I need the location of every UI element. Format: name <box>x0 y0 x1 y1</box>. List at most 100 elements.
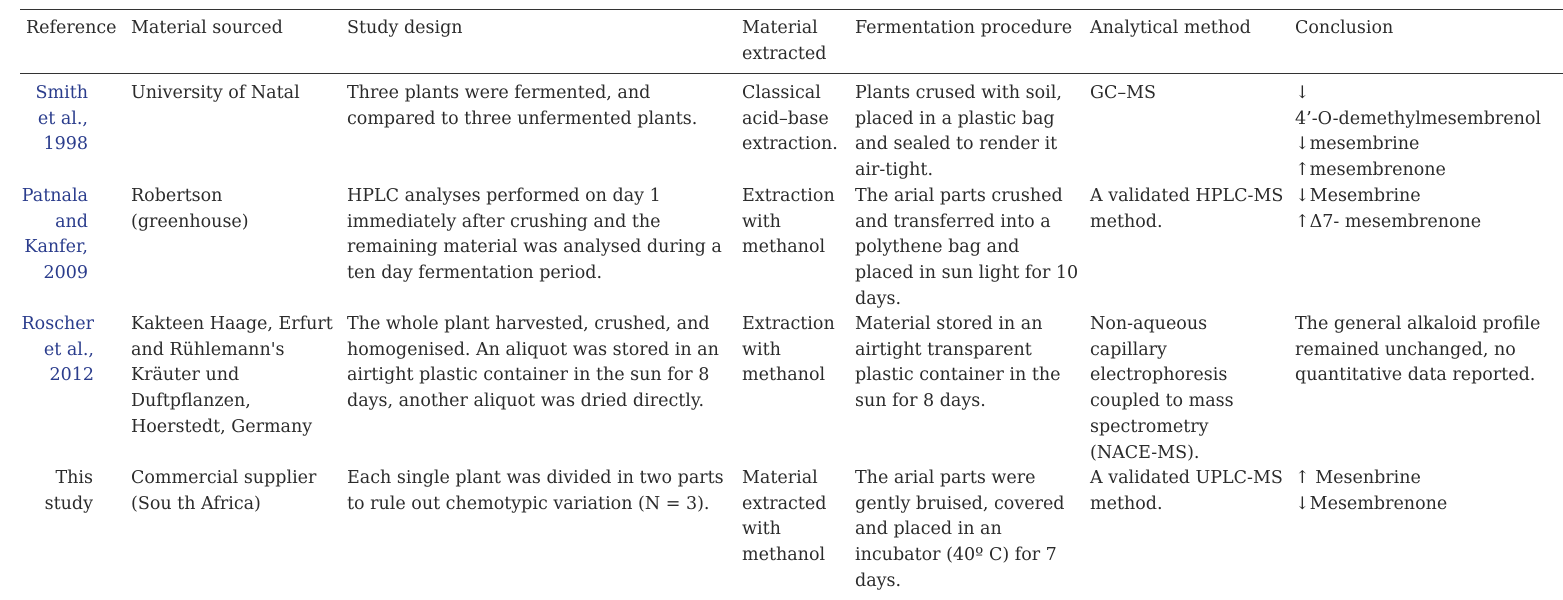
cell-line: airtight transparent <box>855 339 1032 360</box>
analytical-method-cell: Non-aqueous capillary electrophoresis co… <box>1090 312 1234 466</box>
header-analytical-method: Analytical method <box>1090 18 1251 38</box>
cell-line: The arial parts were <box>855 468 1036 488</box>
table-header-rule <box>20 73 1563 74</box>
material-sourced-cell: Robertson (greenhouse) <box>131 184 249 235</box>
analytical-method-cell: A validated HPLC-MS method. <box>1090 184 1283 235</box>
cell-line: method. <box>1090 211 1163 232</box>
analytical-method-cell: GC–MS <box>1090 81 1156 107</box>
header-study-design: Study design <box>347 18 463 38</box>
cell-line: methanol <box>742 365 826 386</box>
reference-link[interactable]: Smith et al., 1998 <box>36 81 88 158</box>
cell-line: and placed in an <box>855 519 1002 540</box>
cell-line: and sealed to render it <box>855 134 1058 155</box>
analytical-method-cell: A validated UPLC-MS method. <box>1090 466 1283 517</box>
reference-link[interactable]: Roscher et al., 2012 <box>22 312 95 389</box>
cell-line: ↑mesembrenone <box>1295 160 1446 181</box>
cell-line: Classical <box>742 83 821 103</box>
cell-line: capillary <box>1090 339 1167 360</box>
reference-line: 1998 <box>43 134 88 155</box>
cell-line: plastic container in the <box>855 365 1061 386</box>
cell-line: (NACE-MS). <box>1090 442 1200 463</box>
cell-line: Plants crused with soil, <box>855 83 1062 103</box>
cell-line: Extraction <box>742 186 835 206</box>
header-reference: Reference <box>26 18 117 38</box>
reference-line: Smith <box>35 83 88 103</box>
cell-line: ↑Δ7- mesembrenone <box>1295 211 1482 232</box>
cell-line: Duftpflanzen, <box>131 391 251 412</box>
cell-line: acid–base <box>742 108 829 129</box>
cell-line: homogenised. An aliquot was stored in an <box>347 339 719 360</box>
cell-line: Kräuter und <box>131 365 240 386</box>
header-material-sourced: Material sourced <box>131 18 283 38</box>
cell-line: ↓mesembrine <box>1295 134 1420 155</box>
fermentation-procedure-cell: The arial parts were gently bruised, cov… <box>855 466 1065 595</box>
cell-line: (Sou th Africa) <box>131 493 261 514</box>
cell-line: ten day fermentation period. <box>347 263 603 284</box>
fermentation-procedure-cell: Plants crused with soil, placed in a pla… <box>855 81 1062 184</box>
study-design-cell: Three plants were fermented, and compare… <box>347 81 697 132</box>
cell-line: Hoerstedt, Germany <box>131 416 313 437</box>
cell-line: days. <box>855 570 902 591</box>
cell-line: A validated HPLC-MS <box>1090 186 1284 206</box>
header-material-extracted-line: extracted <box>742 43 827 64</box>
cell-line: The general alkaloid profile <box>1295 314 1541 334</box>
cell-line: compared to three unfermented plants. <box>347 108 698 129</box>
cell-line: with <box>742 519 781 540</box>
cell-line: Three plants were fermented, and <box>347 83 651 103</box>
cell-line: GC–MS <box>1090 83 1157 103</box>
reference-line: and <box>55 211 88 232</box>
cell-line: (greenhouse) <box>131 211 249 232</box>
reference-link[interactable]: Patnala and Kanfer, 2009 <box>22 184 88 287</box>
fermentation-procedure-cell: Material stored in an airtight transpare… <box>855 312 1061 415</box>
reference-cell: This study <box>45 466 93 517</box>
conclusion-cell: The general alkaloid profile remained un… <box>1295 312 1540 389</box>
study-design-cell: Each single plant was divided in two par… <box>347 466 724 517</box>
cell-line: The whole plant harvested, crushed, and <box>347 314 710 334</box>
cell-line: ↓Mesembrine <box>1295 186 1421 206</box>
study-design-cell: HPLC analyses performed on day 1 immedia… <box>347 184 722 287</box>
cell-line: The arial parts crushed <box>855 186 1063 206</box>
cell-line: Non-aqueous <box>1090 314 1208 334</box>
conclusion-cell: ↑ Mesenbrine ↓Mesembrenone <box>1295 466 1447 517</box>
cell-line: immediately after crushing and the <box>347 211 661 232</box>
cell-line: 4’-O-demethylmesembrenol <box>1295 108 1542 129</box>
reference-line: Patnala <box>21 186 88 206</box>
cell-line: coupled to mass <box>1090 391 1234 412</box>
cell-line: remaining material was analysed during a <box>347 237 722 258</box>
cell-line: polythene bag and <box>855 237 1020 258</box>
header-material-extracted: Material extracted <box>742 16 826 67</box>
cell-line: and Rühlemann's <box>131 339 285 360</box>
cell-line: Robertson <box>131 186 223 206</box>
study-design-cell: The whole plant harvested, crushed, and … <box>347 312 719 415</box>
cell-line: gently bruised, covered <box>855 493 1065 514</box>
reference-line: 2009 <box>43 263 88 284</box>
cell-line: Kakteen Haage, Erfurt <box>131 314 333 334</box>
reference-line: et al., <box>43 339 94 360</box>
cell-line: ↓ <box>1295 83 1310 103</box>
cell-line: ↓Mesembrenone <box>1295 493 1448 514</box>
cell-line: University of Natal <box>131 83 300 103</box>
fermentation-procedure-cell: The arial parts crushed and transferred … <box>855 184 1078 313</box>
header-material-extracted-line: Material <box>742 18 818 38</box>
cell-line: spectrometry <box>1090 416 1209 437</box>
cell-line: Each single plant was divided in two par… <box>347 468 724 488</box>
cell-line: incubator (40º C) for 7 <box>855 545 1057 566</box>
cell-line: days, another aliquot was dried directly… <box>347 391 705 412</box>
cell-line: methanol <box>742 237 826 258</box>
reference-line: Roscher <box>21 314 95 334</box>
material-sourced-cell: Commercial supplier (Sou th Africa) <box>131 466 316 517</box>
reference-line: Kanfer, <box>24 237 88 258</box>
cell-line: Material <box>742 468 818 488</box>
cell-line: quantitative data reported. <box>1295 365 1536 386</box>
material-extracted-cell: Extraction with methanol <box>742 312 835 389</box>
conclusion-cell: ↓ 4’-O-demethylmesembrenol ↓mesembrine ↑… <box>1295 81 1541 184</box>
conclusion-cell: ↓Mesembrine ↑Δ7- mesembrenone <box>1295 184 1481 235</box>
header-conclusion: Conclusion <box>1295 18 1394 38</box>
cell-line: method. <box>1090 493 1163 514</box>
cell-line: to rule out chemotypic variation (N = 3)… <box>347 493 710 514</box>
reference-line: study <box>44 493 93 514</box>
cell-line: airtight plastic container in the sun fo… <box>347 365 710 386</box>
cell-line: Commercial supplier <box>131 468 317 488</box>
cell-line: extraction. <box>742 134 838 155</box>
cell-line: air-tight. <box>855 160 934 181</box>
